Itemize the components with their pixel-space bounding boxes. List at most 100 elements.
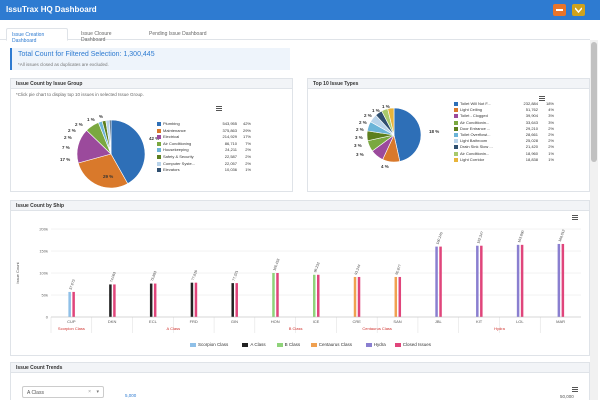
legend-row[interactable]: Maintenance 375,863 29%: [157, 128, 257, 135]
legend-item[interactable]: Centaurus Class: [310, 342, 352, 347]
bar[interactable]: [520, 244, 524, 317]
legend-count: 86,710: [224, 140, 237, 146]
chart-menu-icon[interactable]: [539, 96, 545, 101]
legend-row[interactable]: Light Corridor 18,838 1%: [454, 157, 564, 164]
bar[interactable]: [190, 282, 194, 317]
legend-pct: 1%: [548, 156, 554, 162]
legend-pct: 7%: [245, 140, 251, 146]
legend-row[interactable]: Safety & Security 22,587 2%: [157, 154, 257, 161]
bar[interactable]: [557, 243, 561, 317]
bar[interactable]: [516, 244, 520, 317]
bar[interactable]: [394, 276, 398, 317]
tab-issue-closure[interactable]: Issue Closure Dashboard: [81, 31, 112, 43]
legend-row[interactable]: Air Conditionin... 33,643 3%: [454, 120, 564, 127]
x-tick-label: HON: [271, 319, 280, 324]
legend-swatch: [454, 120, 458, 125]
pie-slice[interactable]: [387, 107, 395, 136]
tab-pending-issue[interactable]: Pending Issue Dashboard: [149, 31, 207, 37]
bar[interactable]: [476, 245, 479, 317]
issue-group-title: Issue Count by Issue Group: [11, 79, 292, 89]
x-tick-label: SAN: [393, 319, 401, 324]
bar[interactable]: [561, 243, 565, 317]
chevron-down-icon[interactable]: ▾: [96, 389, 99, 395]
legend-row[interactable]: Toilet - Clogged 39,904 3%: [454, 113, 564, 120]
legend-item[interactable]: Hydra: [365, 342, 386, 347]
bar[interactable]: [353, 276, 357, 317]
minimize-button[interactable]: [553, 4, 566, 16]
bar[interactable]: [231, 283, 234, 317]
tab-bar: Issue Creation Dashboard Issue Closure D…: [0, 25, 590, 44]
scroll-thumb[interactable]: [591, 42, 597, 162]
trend-series-tag: 5,000: [125, 393, 137, 398]
legend-row[interactable]: Door Entrance ... 29,210 2%: [454, 126, 564, 133]
legend-row[interactable]: Light Bathroom 25,028 2%: [454, 138, 564, 145]
bar[interactable]: [68, 291, 71, 317]
legend-label: B Class: [284, 342, 301, 347]
legend-count: 21,420: [525, 144, 538, 150]
legend-row[interactable]: Electrical 214,929 17%: [157, 134, 257, 141]
options-button[interactable]: [572, 4, 585, 16]
legend-row[interactable]: Air Conditionin... 18,960 1%: [454, 151, 564, 158]
pie-label: 2 %: [75, 122, 83, 127]
pie-slice[interactable]: [77, 153, 129, 189]
legend-pct: 2%: [245, 154, 251, 159]
group-label: Centaurus Class: [362, 326, 392, 331]
legend-row[interactable]: Elevators 10,036 1%: [157, 167, 257, 174]
data-label: 57,073: [69, 279, 76, 290]
bar[interactable]: [272, 273, 275, 317]
legend-name: Air Conditionin...: [460, 150, 490, 156]
trend-y-tick: 50,000: [560, 394, 574, 399]
tab-issue-creation[interactable]: Issue Creation Dashboard: [6, 28, 68, 44]
page-scrollbar[interactable]: [590, 40, 598, 400]
bar[interactable]: [398, 276, 402, 317]
legend-row[interactable]: Drain Sink Slow ... 21,420 2%: [454, 144, 564, 151]
pie-slice[interactable]: [110, 119, 146, 185]
bar[interactable]: [72, 291, 75, 317]
legend-item[interactable]: Scorpion Class: [190, 342, 228, 347]
data-label: 77,816: [191, 270, 198, 281]
top10-pie[interactable]: [366, 107, 422, 163]
bar[interactable]: [194, 282, 198, 317]
bar[interactable]: [276, 273, 279, 317]
x-tick-label: DKN: [108, 319, 117, 324]
total-count-box: Total Count for Filtered Selection: 1,30…: [10, 48, 290, 70]
duplicates-note: *All issues closed as duplicates are exc…: [18, 62, 109, 67]
clear-icon[interactable]: ×: [88, 389, 91, 395]
bar[interactable]: [153, 283, 157, 317]
pie-slice[interactable]: [109, 119, 112, 155]
bar[interactable]: [149, 283, 153, 317]
bar[interactable]: [357, 276, 361, 317]
x-tick-label: CRE: [353, 319, 362, 324]
bar[interactable]: [113, 284, 116, 317]
bar[interactable]: [317, 274, 320, 317]
legend-row[interactable]: Computer Syste... 22,057 2%: [157, 161, 257, 168]
chart-menu-icon[interactable]: [572, 387, 578, 392]
ship-class-select[interactable]: A Class × ▾: [22, 386, 104, 398]
pie-slice[interactable]: [393, 107, 422, 162]
chart-menu-icon[interactable]: [216, 106, 222, 111]
bar[interactable]: [480, 245, 483, 317]
bar[interactable]: [439, 246, 442, 317]
chart-menu-icon[interactable]: [572, 215, 578, 220]
legend-row[interactable]: Plumbing 543,955 42%: [157, 121, 257, 128]
issue-group-pie[interactable]: [76, 119, 146, 189]
pie-label: 2 %: [64, 135, 72, 140]
bar[interactable]: [235, 283, 238, 317]
legend-row[interactable]: Toilet Overflowi... 28,661 2%: [454, 132, 564, 139]
bar[interactable]: [109, 284, 112, 317]
legend-item[interactable]: B Class: [276, 342, 301, 347]
data-label: 166,012: [558, 229, 566, 242]
bar[interactable]: [313, 274, 316, 317]
legend-item[interactable]: Closed Issues: [394, 342, 431, 347]
legend-item[interactable]: A Class: [242, 342, 266, 347]
legend-row[interactable]: Housekeeping 24,211 2%: [157, 147, 257, 154]
data-label: 77,231: [232, 270, 239, 281]
legend-name: Toilet - Clogged: [460, 113, 488, 119]
legend-row[interactable]: Light Ceiling 51,762 4%: [454, 107, 564, 114]
pie-label: 2 %: [356, 127, 364, 132]
ship-panel: Issue Count by Ship Issue Count 0 50k 100k 1…: [10, 200, 590, 356]
legend-row[interactable]: Air Conditioning 86,710 7%: [157, 141, 257, 148]
bar[interactable]: [435, 246, 438, 317]
issue-group-panel: Issue Count by Issue Group *Click pie ch…: [10, 78, 293, 192]
legend-row[interactable]: Toilet Will Not F... 232,884 18%: [454, 101, 564, 108]
